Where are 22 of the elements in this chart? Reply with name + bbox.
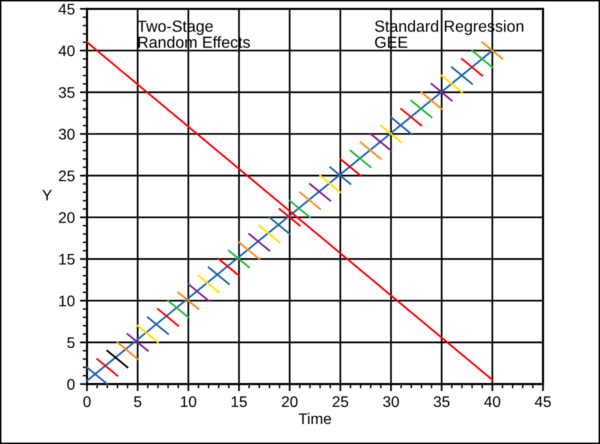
- y-tick-label: 5: [67, 337, 75, 348]
- y-tick-label: 25: [58, 170, 75, 182]
- x-tick-label: 25: [332, 396, 348, 408]
- x-tick-label: 15: [232, 396, 247, 408]
- y-tick-label: 20: [58, 212, 75, 223]
- y-tick-label: 0: [67, 378, 75, 390]
- y-tick-label: 10: [59, 296, 75, 306]
- x-tick-label: 10: [181, 396, 196, 408]
- x-axis-title: Time: [298, 412, 332, 424]
- y-tick-label: 35: [58, 87, 75, 98]
- x-tick-label: 35: [434, 396, 450, 408]
- x-tick-label: 45: [534, 396, 551, 408]
- y-tick-label: 15: [59, 254, 75, 265]
- y-tick-label: 45: [58, 4, 75, 15]
- x-tick-label: 40: [484, 396, 500, 408]
- y-axis-title: Y: [42, 190, 52, 200]
- x-tick-label: 5: [134, 396, 142, 408]
- y-tick-label: 40: [58, 45, 75, 56]
- x-tick-label: 20: [282, 396, 298, 408]
- x-tick-label: 30: [383, 396, 399, 408]
- y-tick-label: 30: [58, 128, 75, 140]
- x-tick-label: 0: [83, 396, 91, 408]
